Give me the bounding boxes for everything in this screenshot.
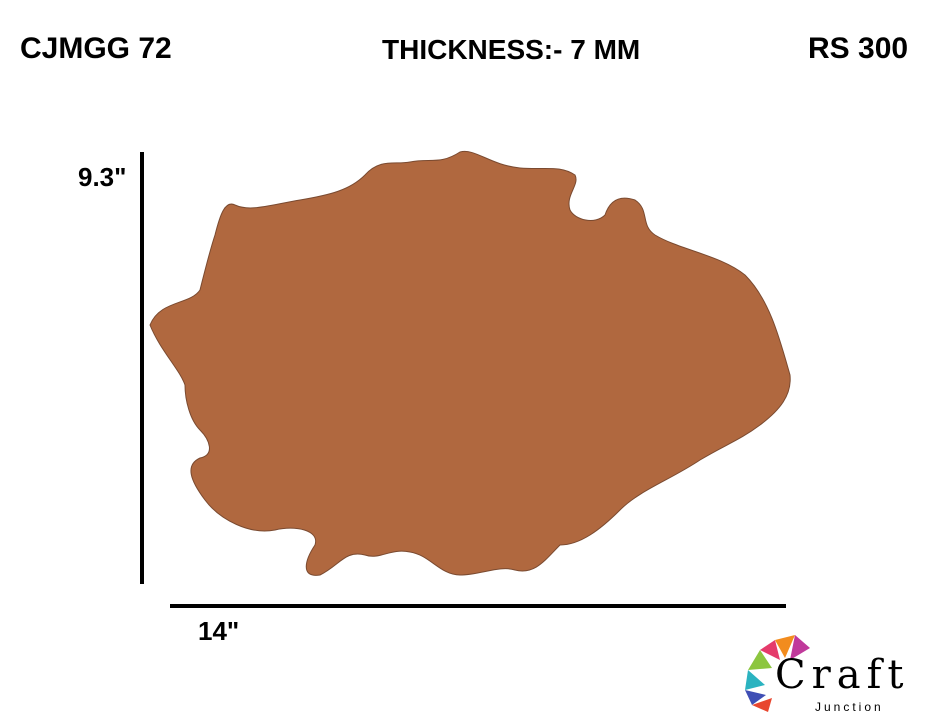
width-label: 14" xyxy=(198,616,240,646)
shape xyxy=(149,150,791,576)
logo-name: Craft xyxy=(775,652,910,698)
product-code: CJMGG 72 xyxy=(20,32,172,65)
logo-mark xyxy=(745,635,810,712)
thickness: THICKNESS:- 7 MM xyxy=(382,34,641,65)
price: RS 300 xyxy=(808,32,909,65)
height-label: 9.3" xyxy=(78,162,127,192)
logo-tagline: Junction xyxy=(815,700,884,714)
